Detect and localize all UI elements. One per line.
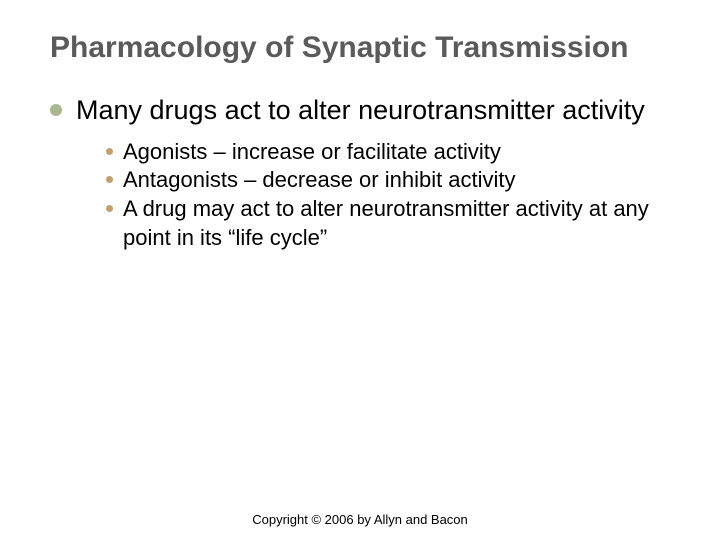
copyright-footer: Copyright © 2006 by Allyn and Bacon [0,512,720,528]
slide-title: Pharmacology of Synaptic Transmission [50,30,670,66]
level2-text: Agonists – increase or facilitate activi… [123,138,501,167]
slide-container: Pharmacology of Synaptic Transmission Ma… [0,0,720,252]
dot-bullet-icon [106,205,113,212]
level1-text: Many drugs act to alter neurotransmitter… [76,94,645,128]
round-bullet-icon [50,104,62,116]
level2-text: A drug may act to alter neurotransmitter… [123,195,670,252]
bullet-level2: A drug may act to alter neurotransmitter… [106,195,670,252]
bullet-level1: Many drugs act to alter neurotransmitter… [50,94,670,128]
dot-bullet-icon [106,176,113,183]
level2-text: Antagonists – decrease or inhibit activi… [123,166,516,195]
bullet-level2: Agonists – increase or facilitate activi… [106,138,670,167]
level2-list: Agonists – increase or facilitate activi… [50,138,670,252]
bullet-level2: Antagonists – decrease or inhibit activi… [106,166,670,195]
dot-bullet-icon [106,148,113,155]
